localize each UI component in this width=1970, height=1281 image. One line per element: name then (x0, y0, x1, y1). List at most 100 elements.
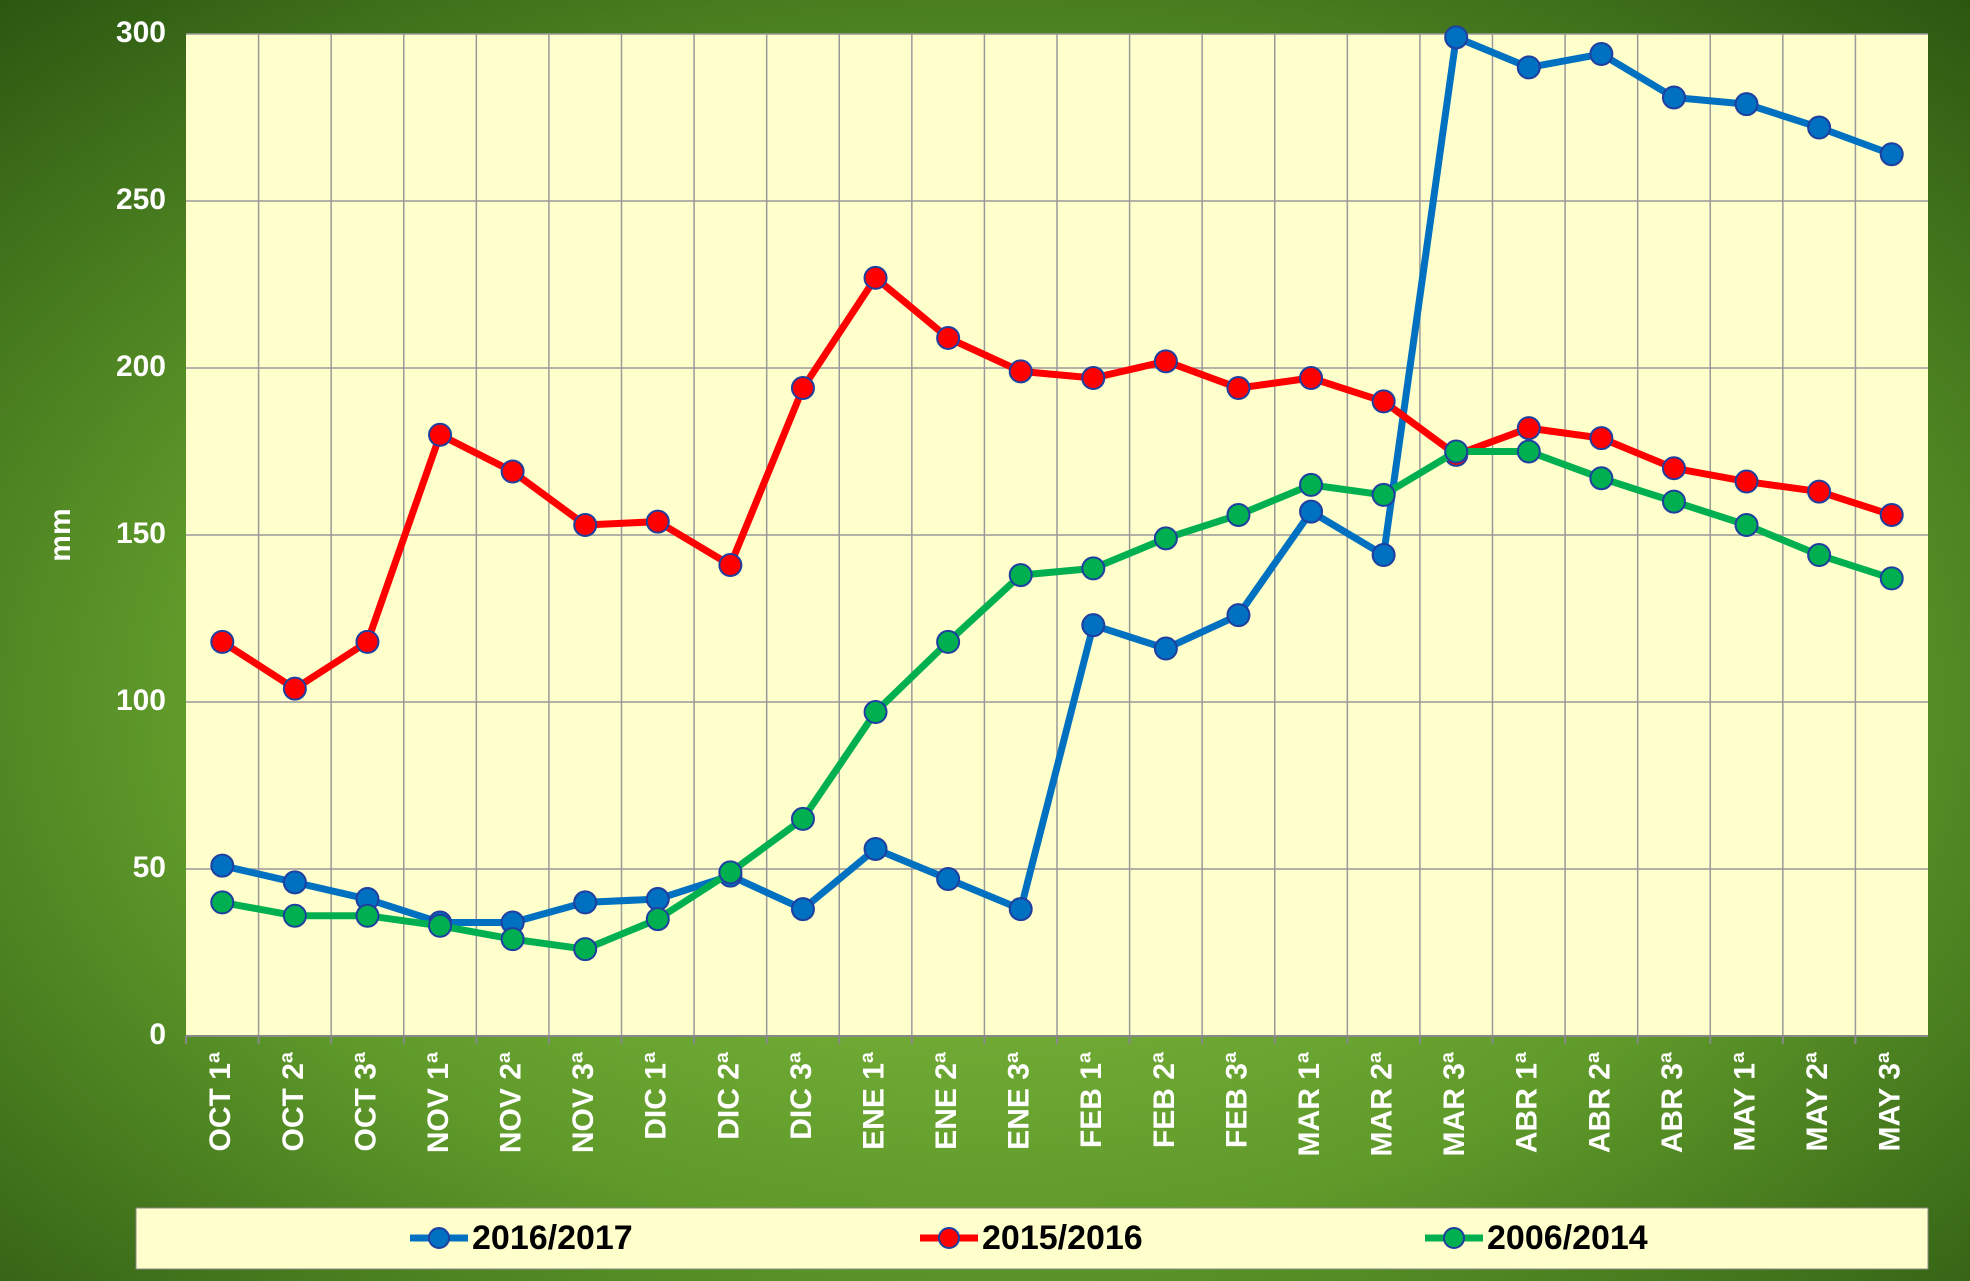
point (355, 903, 380, 928)
x-tick-label: ABR 2ª (1583, 1051, 1616, 1153)
x-tick-label: MAR 3ª (1438, 1051, 1471, 1156)
point (500, 927, 525, 952)
point (1589, 42, 1614, 67)
legend-marker (938, 1227, 960, 1249)
x-tick-label: NOV 2ª (495, 1051, 528, 1153)
x-tick-label: OCT 3ª (349, 1051, 382, 1151)
point (210, 890, 235, 915)
point (1734, 469, 1759, 494)
x-tick-label: FEB 3ª (1220, 1051, 1253, 1148)
x-tick-label: ENE 2ª (930, 1051, 963, 1150)
x-tick-label: NOV 1ª (422, 1051, 455, 1153)
point (1661, 456, 1686, 481)
y-tick-label: 250 (116, 183, 166, 216)
point (645, 907, 670, 932)
point (428, 913, 453, 938)
point (1153, 349, 1178, 374)
y-tick-label: 300 (116, 16, 166, 49)
point (500, 459, 525, 484)
x-tick-label: ENE 3ª (1003, 1051, 1036, 1150)
point (1879, 142, 1904, 167)
point (863, 265, 888, 290)
point (863, 700, 888, 725)
legend-label: 2015/2016 (982, 1219, 1143, 1257)
x-tick-label: FEB 1ª (1075, 1051, 1108, 1148)
x-tick-label: ENE 1ª (857, 1051, 890, 1150)
y-tick-label: 0 (149, 1018, 166, 1051)
x-tick-label: OCT 2ª (277, 1051, 310, 1151)
point (1371, 389, 1396, 414)
point (1661, 489, 1686, 514)
y-axis-label: mm (44, 508, 77, 561)
point (936, 325, 961, 350)
point (428, 422, 453, 447)
point (645, 509, 670, 534)
point (936, 629, 961, 654)
point (718, 553, 743, 578)
point (1807, 543, 1832, 568)
point (1734, 92, 1759, 117)
point (282, 676, 307, 701)
point (573, 937, 598, 962)
point (573, 890, 598, 915)
x-tick-label: ABR 1ª (1511, 1051, 1544, 1153)
point (1226, 502, 1251, 527)
legend-marker (1443, 1227, 1465, 1249)
point (1081, 556, 1106, 581)
series-line (220, 274, 1893, 693)
x-tick-label: NOV 3ª (567, 1051, 600, 1153)
x-tick-label: MAY 3ª (1874, 1051, 1907, 1151)
point (1153, 526, 1178, 551)
series-line (221, 33, 1893, 926)
point (1081, 366, 1106, 391)
x-tick-label: DIC 2ª (712, 1051, 745, 1140)
point (790, 376, 815, 401)
point (790, 806, 815, 831)
point (1371, 482, 1396, 507)
point (1008, 897, 1033, 922)
point (1807, 115, 1832, 140)
point (1444, 439, 1469, 464)
point (1661, 85, 1686, 110)
point (1516, 439, 1541, 464)
series-line (221, 448, 1893, 953)
point (355, 629, 380, 654)
y-tick-label: 50 (133, 851, 166, 884)
point (1008, 359, 1033, 384)
point (1226, 376, 1251, 401)
x-tick-label: MAR 2ª (1366, 1051, 1399, 1156)
point (1299, 472, 1324, 497)
point (210, 629, 235, 654)
point (210, 853, 235, 878)
x-tick-label: MAY 2ª (1801, 1051, 1834, 1151)
point (1516, 55, 1541, 80)
x-tick-label: DIC 1ª (640, 1051, 673, 1140)
point (1299, 366, 1324, 391)
point (1734, 512, 1759, 537)
point (282, 903, 307, 928)
point (1879, 502, 1904, 527)
point (718, 860, 743, 885)
point (573, 512, 598, 537)
point (1589, 466, 1614, 491)
point (1081, 613, 1106, 638)
point (1008, 563, 1033, 588)
legend-label: 2006/2014 (1487, 1219, 1648, 1257)
point (863, 836, 888, 861)
point (790, 897, 815, 922)
point (1153, 636, 1178, 661)
point (1807, 479, 1832, 504)
x-tick-label: FEB 2ª (1148, 1051, 1181, 1148)
point (1516, 416, 1541, 441)
legend-label: 2016/2017 (472, 1219, 633, 1257)
y-tick-label: 200 (116, 350, 166, 383)
legend-marker (428, 1227, 450, 1249)
point (645, 887, 670, 912)
x-tick-label: ABR 3ª (1656, 1051, 1689, 1153)
point (1226, 603, 1251, 628)
point (1879, 566, 1904, 591)
x-tick-label: MAY 1ª (1728, 1051, 1761, 1151)
x-tick-label: DIC 3ª (785, 1051, 818, 1140)
y-tick-label: 100 (116, 684, 166, 717)
